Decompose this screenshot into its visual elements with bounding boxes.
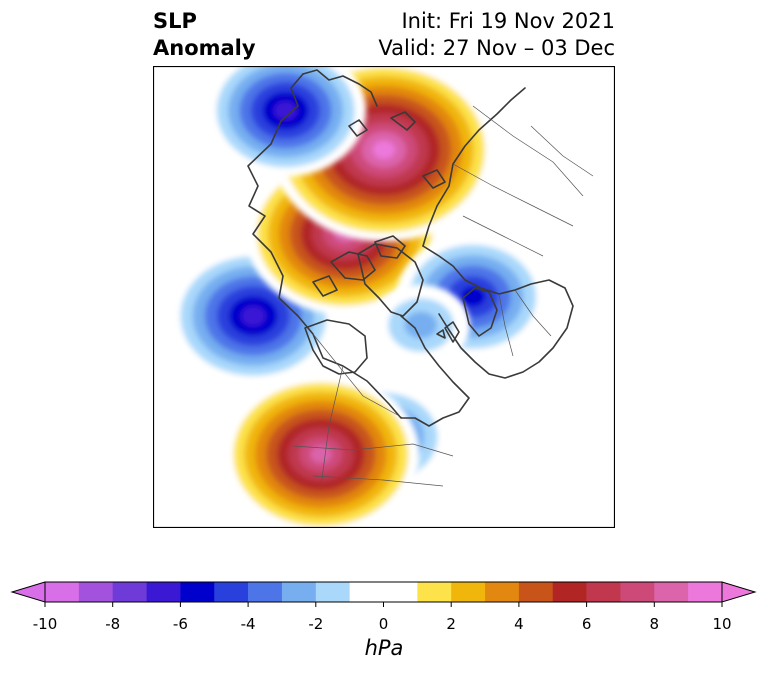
colorbar-cell <box>248 582 283 602</box>
high-anomaly-gulf-of-alaska-high <box>222 373 420 528</box>
colorbar-cell <box>180 582 215 602</box>
colorbar-cell <box>586 582 621 602</box>
low-anomaly-atlantic-low <box>205 66 367 177</box>
coast-arctic-islands <box>348 111 446 189</box>
colorbar-cell <box>78 582 113 602</box>
colorbar-cell <box>349 582 384 602</box>
anomaly-contour <box>404 311 438 339</box>
colorbar-tick-label: -8 <box>105 615 120 633</box>
low-anomaly-arctic-siberia-low <box>371 284 470 366</box>
title-field: Anomaly <box>153 36 256 60</box>
coast-greenland <box>357 243 424 317</box>
colorbar: -10 -8 -6 -4 -2 0 2 4 6 8 10 <box>10 581 757 633</box>
map-panel <box>153 66 615 528</box>
colorbar-cell <box>451 582 486 602</box>
colorbar-cells <box>45 582 723 602</box>
anomaly-contour <box>241 306 266 326</box>
coast-eurasia <box>422 245 574 379</box>
colorbar-tick-label: -2 <box>308 615 323 633</box>
colorbar-cell <box>552 582 587 602</box>
anomaly-contour <box>274 101 298 120</box>
colorbar-cell <box>146 582 181 602</box>
anomaly-contour <box>310 445 332 464</box>
init-date: Init: Fri 19 Nov 2021 <box>401 9 615 33</box>
title-variable: SLP <box>153 9 197 33</box>
colorbar-cell <box>688 582 723 602</box>
colorbar-cell <box>417 582 452 602</box>
colorbar-cell <box>281 582 317 602</box>
colorbar-cell <box>315 582 350 602</box>
anomaly-contour <box>372 140 396 159</box>
colorbar-cell <box>112 582 147 602</box>
colorbar-tick-label: 0 <box>379 615 389 633</box>
colorbar-cell <box>485 582 520 602</box>
colorbar-ticks: -10 -8 -6 -4 -2 0 2 4 6 8 10 <box>33 602 732 633</box>
colorbar-cell <box>620 582 655 602</box>
colorbar-tick-label: -6 <box>173 615 188 633</box>
colorbar-cell <box>214 582 249 602</box>
coast-north-america <box>247 73 470 427</box>
coast-hudson-bay <box>304 319 368 375</box>
title-left: SLP Anomaly <box>153 8 256 62</box>
colorbar-tick-label: 10 <box>712 615 731 633</box>
colorbar-unit-label: hPa <box>364 636 404 660</box>
colorbar-extend-max <box>721 581 757 603</box>
anomaly-contour <box>460 286 486 308</box>
coast-british-isles <box>436 321 460 343</box>
map-frame <box>153 66 615 528</box>
coast-scandinavia <box>462 287 498 337</box>
colorbar-cell <box>383 582 418 602</box>
title-right: Init: Fri 19 Nov 2021 Valid: 27 Nov – 03… <box>378 8 615 62</box>
colorbar-cell <box>654 582 689 602</box>
colorbar-cell <box>518 582 554 602</box>
colorbar-tick-label: 4 <box>514 615 524 633</box>
country-borders <box>292 105 594 487</box>
colorbar-tick-label: 6 <box>582 615 592 633</box>
colorbar-tick-label: 2 <box>446 615 456 633</box>
coastlines <box>247 69 574 427</box>
coast-alaska <box>302 69 378 107</box>
anomaly-field <box>168 66 549 528</box>
valid-period: Valid: 27 Nov – 03 Dec <box>378 36 615 60</box>
colorbar-tick-label: 8 <box>650 615 660 633</box>
colorbar-extend-min <box>10 581 46 603</box>
colorbar-cell <box>45 582 80 602</box>
colorbar-tick-label: -4 <box>241 615 256 633</box>
coast-siberia <box>422 87 526 247</box>
colorbar-tick-label: -10 <box>33 615 58 633</box>
